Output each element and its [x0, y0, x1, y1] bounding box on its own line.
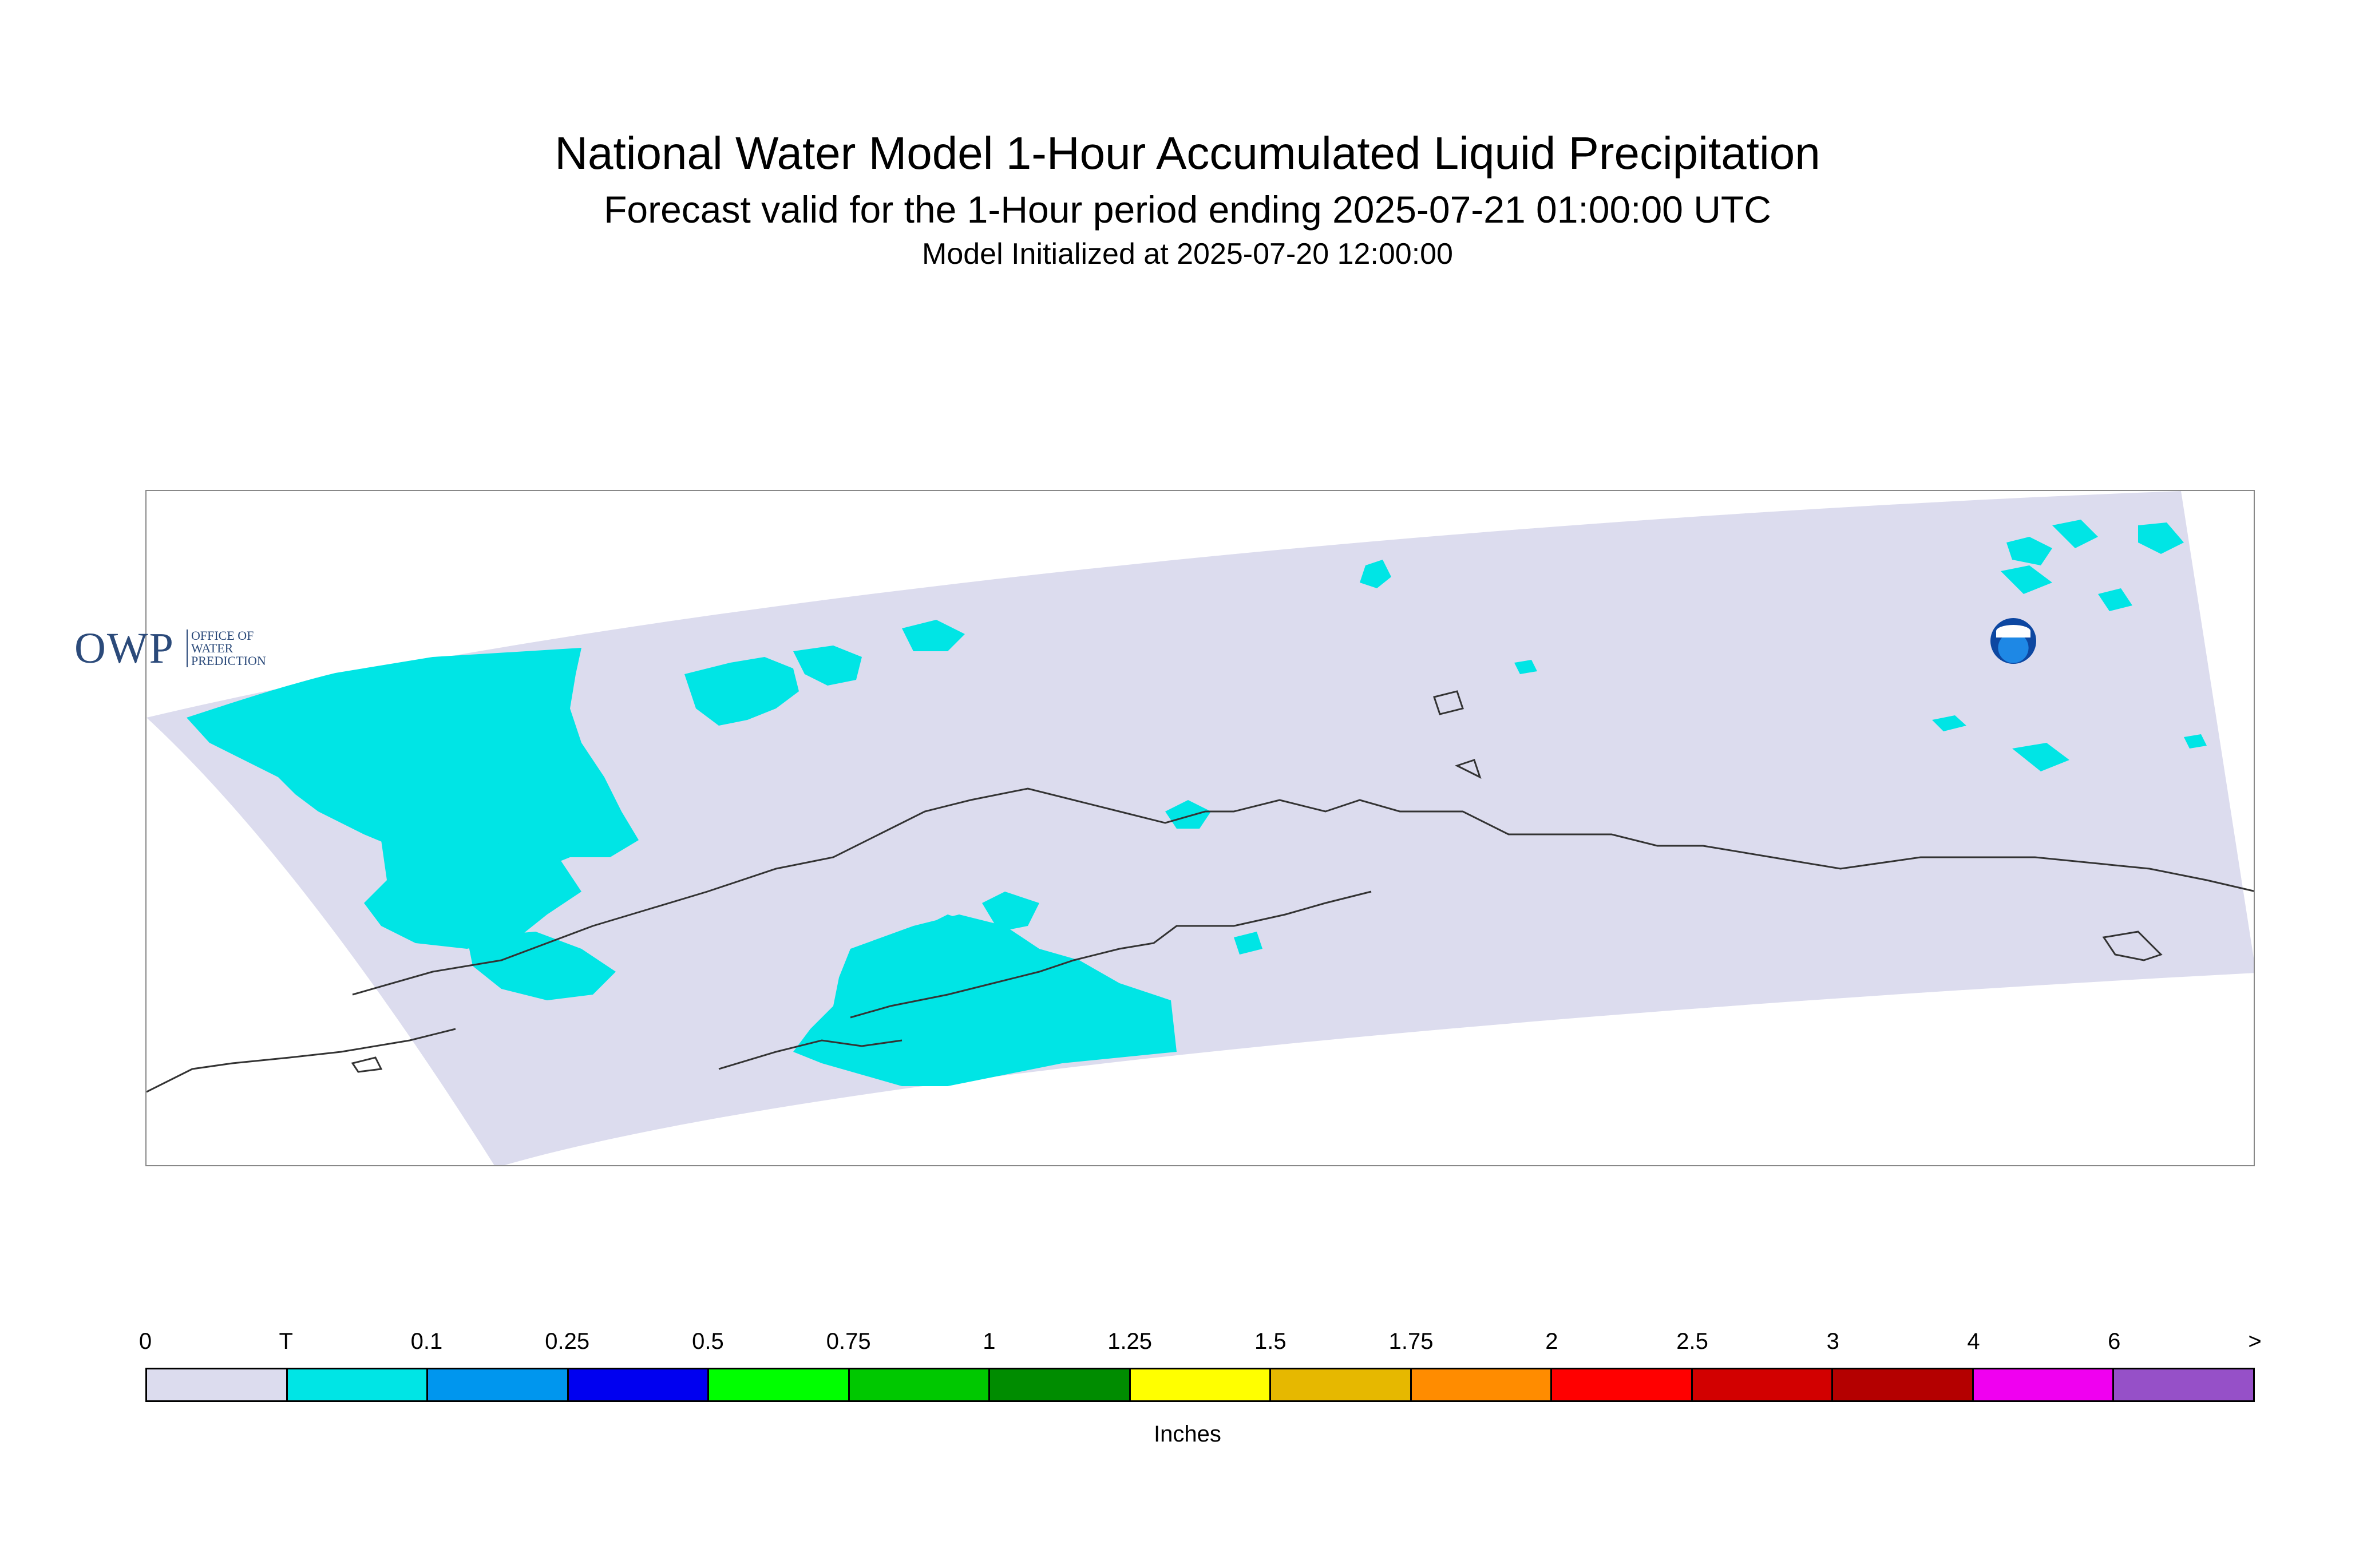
legend-tick-label: 0.5 [692, 1329, 724, 1354]
owp-logo-letters: OWP [74, 624, 175, 672]
precip-area-east1 [2012, 743, 2069, 771]
legend-color-bar [145, 1368, 2255, 1402]
legend-tick-label: 0.1 [410, 1329, 443, 1354]
precip-area-ne1 [1360, 560, 1391, 588]
coastline-west [147, 1028, 456, 1093]
island-1 [1433, 690, 1464, 715]
legend-units: Inches [1154, 1422, 1221, 1447]
legend-tick-label: T [279, 1329, 293, 1354]
legend-swatch [428, 1369, 569, 1400]
map-subtitle: Forecast valid for the 1-Hour period end… [604, 188, 1771, 231]
model-domain-area [147, 491, 2254, 1165]
legend-tick-label: 2 [1545, 1329, 1558, 1354]
precip-area-mid [1165, 800, 1211, 829]
legend-swatch [1271, 1369, 1412, 1400]
precip-area-ne3 [2052, 520, 2098, 548]
island-4 [351, 1056, 383, 1073]
owp-logo-line-2: WATER [191, 641, 233, 655]
precip-area-sw-band [467, 932, 616, 1000]
legend-swatch [849, 1369, 991, 1400]
legend-tick-label: 4 [1967, 1329, 1980, 1354]
map-title: National Water Model 1-Hour Accumulated … [555, 128, 1820, 179]
map-canvas [147, 491, 2254, 1165]
legend-tick-label: 0.25 [545, 1329, 590, 1354]
legend-swatch [709, 1369, 850, 1400]
legend-swatch [1552, 1369, 1693, 1400]
legend-swatch [287, 1369, 429, 1400]
precip-area-north3 [902, 620, 965, 651]
precip-area-west [187, 648, 639, 869]
precip-area-ne4 [2138, 522, 2184, 554]
coastline-southwest [718, 1039, 902, 1070]
precipitation-map [145, 490, 2255, 1166]
legend-swatch [1833, 1369, 1974, 1400]
legend-swatch [2114, 1369, 2253, 1400]
legend-swatch [1130, 1369, 1272, 1400]
island-3 [2102, 930, 2163, 961]
precip-area-north2 [793, 646, 862, 686]
precip-area-south-east [1234, 932, 1262, 955]
legend-tick-label: 3 [1826, 1329, 1839, 1354]
legend-tick-label: 1.5 [1254, 1329, 1287, 1354]
legend-tick-label: 1 [983, 1329, 996, 1354]
coastline-peninsula [850, 890, 1372, 1019]
noaa-logo [1990, 618, 2036, 664]
legend-swatch [147, 1369, 288, 1400]
legend-swatch [990, 1369, 1131, 1400]
legend-tick-label: 1.25 [1107, 1329, 1153, 1354]
island-2 [1455, 759, 1482, 779]
precip-area-north [684, 657, 799, 726]
precip-area-east2 [1932, 715, 1966, 731]
precip-area-center [913, 914, 988, 966]
precip-area-ne2 [2006, 537, 2052, 565]
legend-tick-label: 1.75 [1388, 1329, 1434, 1354]
legend-tick-label: 2.5 [1676, 1329, 1708, 1354]
coastlines [147, 690, 2254, 1093]
model-init-line: Model Initialized at 2025-07-20 12:00:00 [922, 237, 1453, 271]
owp-logo: OWP OFFICE OF WATER PREDICTION [74, 624, 266, 674]
precip-area-east3 [2184, 734, 2207, 749]
legend-tick-label: 0 [138, 1329, 152, 1354]
precip-area-central [982, 892, 1039, 932]
legend-tick-label: 6 [2108, 1329, 2121, 1354]
coastline-main [352, 787, 2254, 996]
legend-swatch [1411, 1369, 1553, 1400]
owp-logo-fullname: OFFICE OF WATER PREDICTION [187, 629, 266, 667]
precip-area-ne5 [2001, 565, 2052, 594]
owp-logo-line-3: PREDICTION [191, 654, 266, 668]
trace-precipitation-areas [187, 520, 2207, 1086]
precip-area-east5 [2098, 588, 2132, 611]
precip-area-east4 [1514, 660, 1537, 674]
precip-area-southwest [364, 834, 581, 949]
legend-tick-label: 0.75 [826, 1329, 871, 1354]
legend-swatch [568, 1369, 710, 1400]
precip-area-south-main [793, 914, 1177, 1086]
legend-tick-label: > [2248, 1329, 2262, 1354]
legend-swatch [1692, 1369, 1834, 1400]
legend-swatch [1973, 1369, 2115, 1400]
owp-logo-line-1: OFFICE OF [191, 628, 254, 643]
